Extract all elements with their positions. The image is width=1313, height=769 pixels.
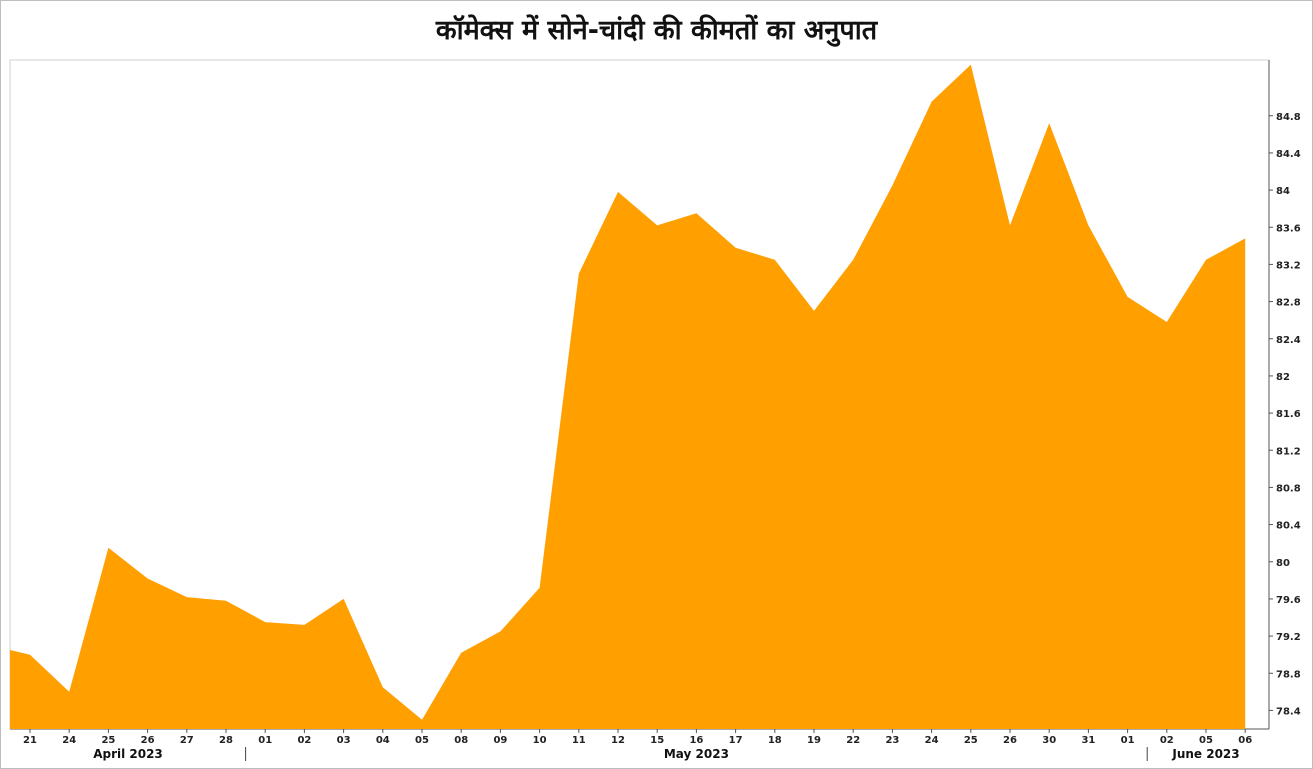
x-tick-label: 19 (807, 735, 821, 746)
x-tick-label: 08 (454, 735, 468, 746)
x-tick-label: 30 (1042, 735, 1056, 746)
y-tick-label: 80.8 (1276, 483, 1301, 494)
series-layer (10, 64, 1246, 730)
y-tick-label: 81.2 (1276, 446, 1301, 457)
x-tick-label: 16 (689, 735, 703, 746)
x-tick-label: 02 (1160, 735, 1174, 746)
x-tick-label: 25 (964, 735, 978, 746)
x-tick-label: 04 (376, 735, 390, 746)
x-tick-label: 10 (533, 735, 547, 746)
x-tick-label: 31 (1081, 735, 1095, 746)
y-axis: 78.4 78.8 79.2 79.6 80 80.4 80.8 81.2 81.6 82 82.4… (1269, 112, 1301, 717)
y-tick-label: 82.4 (1276, 335, 1301, 346)
x-tick-label: 27 (180, 735, 194, 746)
chart-title: कॉमेक्स में सोने-चांदी की कीमतों का अनुप… (435, 15, 878, 46)
y-tick-label: 79.6 (1276, 595, 1301, 606)
y-tick-label: 80.4 (1276, 521, 1301, 532)
x-tick-label: 09 (493, 735, 507, 746)
y-tick-label: 84 (1276, 186, 1290, 197)
y-tick-label: 84.8 (1276, 112, 1301, 123)
y-tick-label: 84.4 (1276, 149, 1301, 160)
x-tick-label: 01 (1121, 735, 1135, 746)
y-tick-label: 83.2 (1276, 260, 1301, 271)
x-tick-label: 06 (1238, 735, 1252, 746)
area-series (10, 64, 1246, 730)
x-tick-label: 23 (885, 735, 899, 746)
x-tick-label: 17 (729, 735, 743, 746)
y-tick-label: 82.8 (1276, 298, 1301, 309)
y-tick-label: 79.2 (1276, 632, 1301, 643)
x-tick-label: 12 (611, 735, 625, 746)
x-tick-label: 05 (1199, 735, 1213, 746)
y-tick-label: 78.4 (1276, 706, 1301, 717)
y-tick-label: 78.8 (1276, 669, 1301, 680)
y-tick-label: 82 (1276, 372, 1290, 383)
x-tick-label: 02 (297, 735, 311, 746)
x-tick-label: 21 (23, 735, 37, 746)
x-tick-label: 11 (572, 735, 586, 746)
y-tick-label: 80 (1276, 558, 1290, 569)
x-tick-label: 01 (258, 735, 272, 746)
month-label: May 2023 (664, 747, 729, 761)
x-tick-label: 24 (925, 735, 939, 746)
x-tick-label: 05 (415, 735, 429, 746)
month-label: April 2023 (93, 747, 163, 761)
x-tick-label: 22 (846, 735, 860, 746)
x-tick-label: 18 (768, 735, 782, 746)
month-label: June 2023 (1171, 747, 1239, 761)
x-tick-label: 26 (141, 735, 155, 746)
x-axis: 21 24 25 26 27 28 01 02 03 04 05 08 09 10 11 12 15 16 17 18… (23, 729, 1252, 746)
y-tick-label: 83.6 (1276, 223, 1301, 234)
month-labels: April 2023 May 2023 June 2023 (93, 747, 1240, 761)
x-tick-label: 03 (337, 735, 351, 746)
x-tick-label: 28 (219, 735, 233, 746)
x-tick-label: 25 (101, 735, 115, 746)
x-tick-label: 15 (650, 735, 664, 746)
x-tick-label: 26 (1003, 735, 1017, 746)
y-tick-label: 81.6 (1276, 409, 1301, 420)
x-tick-label: 24 (62, 735, 76, 746)
